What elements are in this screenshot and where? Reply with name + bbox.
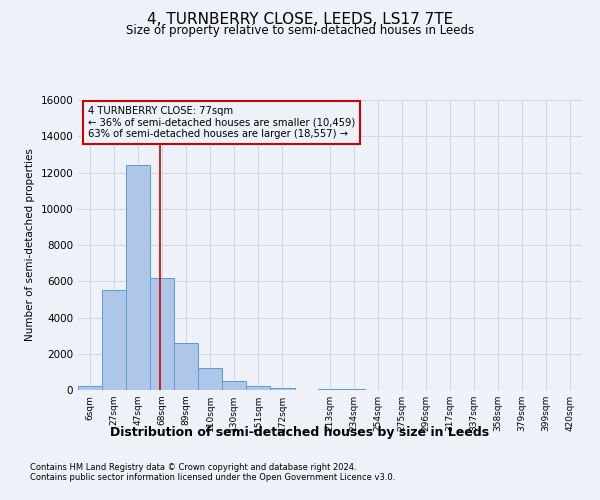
Text: Size of property relative to semi-detached houses in Leeds: Size of property relative to semi-detach… [126, 24, 474, 37]
Bar [150, 278, 174, 390]
Text: Contains public sector information licensed under the Open Government Licence v3: Contains public sector information licen… [30, 474, 395, 482]
Bar [199, 368, 221, 390]
Bar [221, 381, 246, 390]
Text: Distribution of semi-detached houses by size in Leeds: Distribution of semi-detached houses by … [110, 426, 490, 439]
Bar [78, 386, 103, 390]
Bar [125, 166, 150, 390]
Text: Contains HM Land Registry data © Crown copyright and database right 2024.: Contains HM Land Registry data © Crown c… [30, 464, 356, 472]
Bar [174, 343, 199, 390]
Text: 4, TURNBERRY CLOSE, LEEDS, LS17 7TE: 4, TURNBERRY CLOSE, LEEDS, LS17 7TE [147, 12, 453, 28]
Bar [271, 388, 295, 390]
Bar [246, 386, 271, 390]
Bar [103, 290, 125, 390]
Y-axis label: Number of semi-detached properties: Number of semi-detached properties [25, 148, 35, 342]
Bar [318, 388, 342, 390]
Text: 4 TURNBERRY CLOSE: 77sqm
← 36% of semi-detached houses are smaller (10,459)
63% : 4 TURNBERRY CLOSE: 77sqm ← 36% of semi-d… [88, 106, 355, 139]
